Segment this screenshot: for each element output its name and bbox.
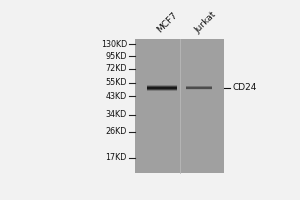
Bar [186, 86, 212, 87]
Bar [186, 88, 212, 89]
Bar [186, 89, 212, 90]
Text: 26KD: 26KD [106, 127, 127, 136]
Bar [147, 88, 177, 90]
Text: 43KD: 43KD [106, 92, 127, 101]
Text: 17KD: 17KD [106, 153, 127, 162]
Text: 95KD: 95KD [106, 52, 127, 61]
Bar [147, 86, 177, 88]
Bar [147, 89, 177, 91]
Text: 130KD: 130KD [101, 40, 127, 49]
Text: 72KD: 72KD [106, 64, 127, 73]
Bar [147, 87, 177, 89]
Text: CD24: CD24 [233, 83, 257, 92]
Text: 55KD: 55KD [106, 78, 127, 87]
Bar [186, 87, 212, 89]
Bar [135, 39, 224, 173]
Text: Jurkat: Jurkat [193, 10, 218, 35]
Text: MCF7: MCF7 [155, 11, 179, 35]
Bar [147, 85, 177, 87]
Bar [186, 86, 212, 88]
Text: 34KD: 34KD [106, 110, 127, 119]
